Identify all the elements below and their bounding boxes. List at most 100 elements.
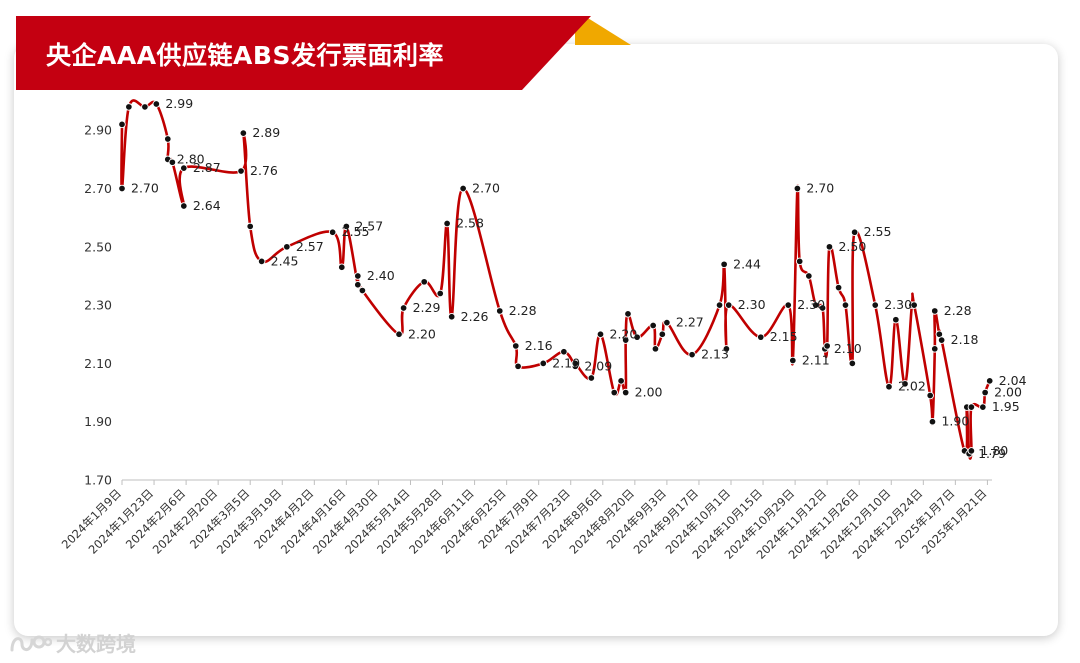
data-label: 2.02 [898, 379, 926, 394]
data-point-marker [395, 330, 403, 339]
data-point-marker [617, 377, 625, 385]
data-point-marker [539, 359, 548, 368]
data-label: 2.09 [584, 358, 612, 373]
data-label: 2.04 [999, 373, 1027, 388]
chart-title: 央企AAA供应链ABS发行票面利率 [46, 41, 444, 70]
data-point-marker [841, 301, 850, 309]
data-point-marker [560, 348, 568, 356]
data-point-marker [715, 301, 724, 309]
watermark-logo-icon [10, 635, 52, 651]
data-label: 2.57 [355, 218, 383, 233]
watermark: 大数跨境 [8, 628, 136, 657]
data-label: 2.40 [367, 268, 395, 283]
data-point-marker [443, 219, 451, 228]
y-tick-label: 2.70 [84, 181, 112, 196]
data-point-marker [834, 283, 843, 292]
data-label: 2.87 [193, 160, 221, 175]
y-tick-label: 2.10 [84, 356, 112, 371]
data-point-marker [937, 336, 946, 344]
data-label: 2.27 [676, 315, 704, 330]
data-point-marker [512, 342, 520, 350]
y-tick-label: 1.90 [84, 414, 112, 429]
data-point-marker [168, 158, 177, 167]
data-point-marker [757, 333, 765, 341]
data-point-marker [354, 280, 362, 289]
data-point-marker [283, 243, 291, 251]
y-tick-label: 1.70 [84, 473, 112, 488]
data-point-marker [328, 228, 337, 236]
data-point-marker [610, 388, 618, 397]
data-point-marker [399, 304, 408, 312]
data-label: 2.70 [472, 181, 500, 196]
data-point-marker [720, 260, 728, 269]
data-label: 2.00 [635, 385, 663, 400]
data-point-marker [180, 202, 188, 210]
data-point-marker [571, 359, 580, 368]
data-point-marker [621, 388, 630, 397]
data-point-marker [436, 289, 444, 298]
data-point-marker [967, 447, 976, 455]
data-point-marker [967, 403, 976, 411]
data-label: 2.30 [738, 297, 766, 312]
data-label: 2.70 [806, 181, 834, 196]
data-point-marker [985, 377, 994, 385]
data-label: 2.16 [525, 338, 553, 353]
data-label: 2.55 [864, 224, 892, 239]
data-label: 2.11 [802, 352, 830, 367]
data-label: 2.26 [461, 309, 489, 324]
data-label: 2.10 [834, 341, 862, 356]
data-label: 2.70 [131, 181, 159, 196]
data-label: 2.28 [944, 303, 972, 318]
series-line [120, 99, 991, 460]
data-point-marker [885, 382, 893, 391]
data-point-marker [910, 301, 918, 309]
data-point-marker [928, 417, 937, 426]
data-point-marker [931, 307, 939, 315]
data-point-marker [447, 313, 456, 321]
data-label: 2.13 [701, 347, 729, 362]
data-point-marker [722, 345, 731, 353]
data-point-marker [125, 103, 133, 111]
data-point-marker [118, 120, 126, 129]
data-point-marker [825, 243, 834, 251]
data-point-marker [818, 304, 827, 312]
data-point-marker [795, 257, 804, 266]
y-tick-label: 2.50 [84, 239, 112, 254]
data-label: 2.30 [797, 297, 825, 312]
data-point-marker [901, 380, 909, 388]
data-point-marker [649, 321, 657, 330]
data-point-marker [239, 129, 248, 137]
data-point-marker [724, 301, 733, 309]
data-point-marker [237, 167, 245, 175]
data-point-marker [514, 362, 522, 371]
data-point-marker [892, 315, 900, 324]
watermark-text: 大数跨境 [56, 632, 136, 656]
data-point-marker [596, 330, 605, 339]
data-point-marker [257, 257, 266, 266]
data-point-marker [926, 391, 934, 400]
data-point-marker [621, 336, 630, 344]
data-point-marker [688, 350, 696, 359]
data-label: 2.18 [951, 332, 979, 347]
data-point-marker [164, 135, 172, 143]
data-point-marker [338, 263, 346, 271]
data-point-marker [496, 307, 504, 315]
data-point-marker [931, 345, 939, 353]
data-point-marker [663, 318, 671, 327]
data-label: 2.57 [296, 239, 324, 254]
data-point-marker [651, 345, 660, 353]
data-label: 1.80 [980, 443, 1008, 458]
data-point-marker [633, 333, 641, 341]
data-label: 2.80 [177, 151, 205, 166]
y-tick-label: 2.30 [84, 298, 112, 313]
data-label: 2.64 [193, 198, 221, 213]
data-point-marker [823, 342, 831, 350]
data-label: 2.28 [509, 303, 537, 318]
series-markers [118, 100, 994, 458]
data-point-marker [141, 103, 149, 111]
title-banner [16, 16, 591, 90]
data-label: 1.90 [941, 414, 969, 429]
data-point-marker [871, 301, 879, 309]
data-point-marker [118, 184, 126, 193]
data-label: 2.30 [884, 297, 912, 312]
